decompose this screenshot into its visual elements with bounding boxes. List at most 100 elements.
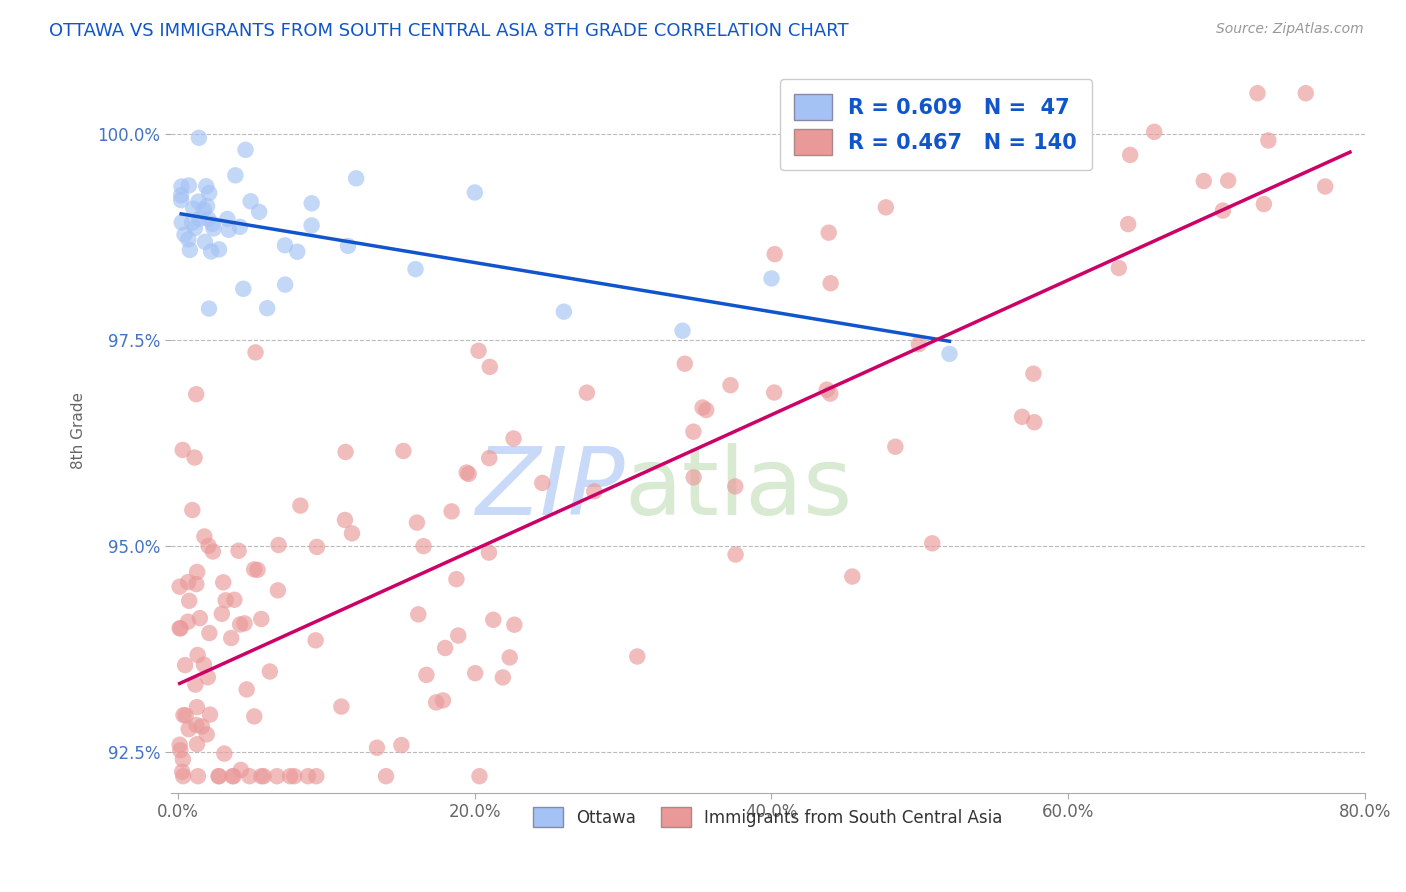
Point	[434, 640, 457, 655]
Point	[243, 562, 266, 576]
Point	[201, 544, 224, 558]
Point	[1212, 203, 1234, 218]
Point	[492, 670, 515, 684]
Point	[305, 769, 328, 783]
Point	[531, 475, 554, 490]
Point	[724, 479, 747, 493]
Point	[170, 215, 193, 229]
Point	[201, 217, 224, 231]
Point	[406, 516, 429, 530]
Point	[172, 708, 194, 723]
Point	[259, 665, 281, 679]
Point	[169, 580, 191, 594]
Point	[186, 718, 208, 732]
Point	[218, 223, 240, 237]
Point	[1024, 415, 1046, 429]
Point	[217, 211, 239, 226]
Point	[290, 499, 312, 513]
Point	[278, 769, 301, 783]
Point	[224, 592, 246, 607]
Point	[177, 232, 200, 246]
Point	[301, 196, 323, 211]
Point	[1295, 86, 1317, 100]
Point	[405, 262, 427, 277]
Point	[333, 513, 356, 527]
Point	[170, 193, 193, 207]
Point	[198, 626, 221, 640]
Point	[695, 403, 717, 417]
Point	[464, 666, 486, 681]
Point	[456, 466, 478, 480]
Point	[267, 538, 290, 552]
Point	[186, 387, 208, 401]
Point	[197, 670, 219, 684]
Point	[195, 179, 218, 194]
Point	[239, 194, 262, 209]
Text: ZIP: ZIP	[475, 443, 624, 534]
Point	[250, 769, 273, 783]
Point	[482, 613, 505, 627]
Point	[215, 593, 238, 607]
Point	[186, 577, 208, 591]
Point	[817, 226, 839, 240]
Point	[720, 378, 742, 392]
Point	[253, 769, 276, 783]
Text: atlas: atlas	[624, 442, 853, 534]
Point	[503, 617, 526, 632]
Point	[177, 178, 200, 193]
Point	[198, 707, 221, 722]
Point	[172, 752, 194, 766]
Point	[841, 569, 863, 583]
Point	[243, 709, 266, 723]
Point	[875, 200, 897, 214]
Point	[301, 219, 323, 233]
Point	[172, 764, 194, 779]
Point	[266, 769, 288, 783]
Point	[337, 239, 360, 253]
Point	[921, 536, 943, 550]
Point	[191, 719, 214, 733]
Point	[245, 345, 267, 359]
Point	[200, 244, 222, 259]
Legend: Ottawa, Immigrants from South Central Asia: Ottawa, Immigrants from South Central As…	[524, 799, 1011, 835]
Text: Source: ZipAtlas.com: Source: ZipAtlas.com	[1216, 22, 1364, 37]
Point	[457, 467, 479, 481]
Point	[184, 221, 207, 235]
Point	[297, 769, 319, 783]
Point	[222, 769, 245, 783]
Point	[195, 199, 218, 213]
Point	[502, 432, 524, 446]
Point	[195, 727, 218, 741]
Point	[229, 219, 252, 234]
Point	[671, 324, 693, 338]
Point	[256, 301, 278, 316]
Point	[177, 575, 200, 590]
Point	[224, 169, 246, 183]
Point	[1022, 367, 1045, 381]
Point	[1257, 133, 1279, 147]
Point	[724, 548, 747, 562]
Point	[1108, 260, 1130, 275]
Point	[172, 769, 194, 783]
Point	[938, 347, 960, 361]
Point	[232, 282, 254, 296]
Point	[183, 450, 205, 465]
Point	[238, 769, 260, 783]
Point	[274, 277, 297, 292]
Point	[186, 700, 208, 714]
Point	[202, 221, 225, 235]
Point	[172, 442, 194, 457]
Point	[818, 386, 841, 401]
Point	[478, 359, 501, 374]
Point	[187, 194, 209, 209]
Point	[1011, 409, 1033, 424]
Point	[1246, 86, 1268, 100]
Point	[181, 503, 204, 517]
Point	[763, 385, 786, 400]
Point	[177, 615, 200, 629]
Point	[187, 648, 209, 662]
Point	[228, 543, 250, 558]
Text: OTTAWA VS IMMIGRANTS FROM SOUTH CENTRAL ASIA 8TH GRADE CORRELATION CHART: OTTAWA VS IMMIGRANTS FROM SOUTH CENTRAL …	[49, 22, 849, 40]
Point	[1116, 217, 1139, 231]
Point	[408, 607, 430, 622]
